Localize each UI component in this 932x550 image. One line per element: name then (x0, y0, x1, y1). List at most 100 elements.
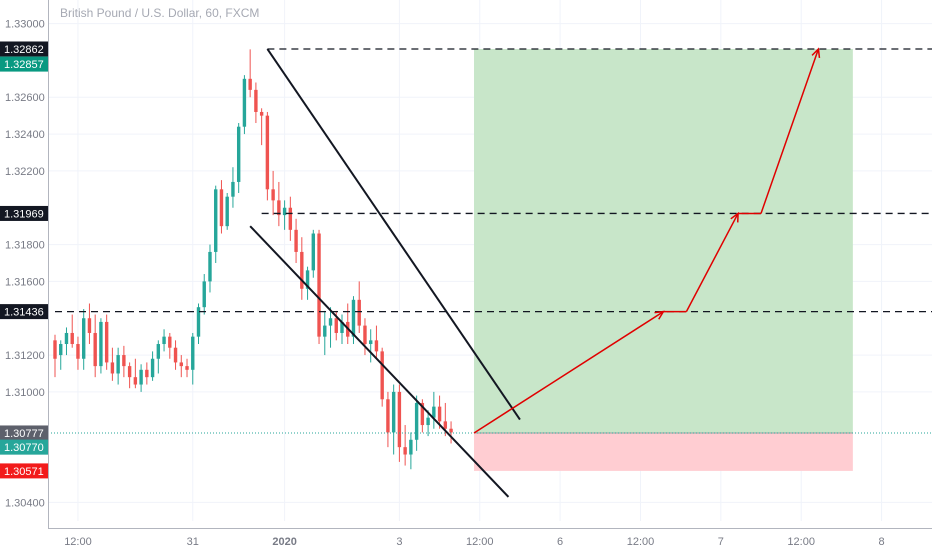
y-tick-label: 1.31800 (5, 240, 45, 252)
candle-body (305, 270, 310, 289)
x-tick-label: 2020 (272, 536, 296, 548)
candle-body (437, 406, 442, 422)
candle-body (82, 318, 86, 359)
candle-body (409, 439, 413, 455)
price-tag-label: 1.32862 (4, 44, 44, 56)
candle-body (168, 336, 172, 348)
candle-body (185, 366, 189, 370)
y-tick-label: 1.31600 (5, 276, 45, 288)
x-tick-label: 7 (718, 536, 724, 548)
channel-line (266, 48, 521, 421)
projection-arrow-segment (685, 213, 739, 312)
candle-body (196, 307, 201, 337)
price-tag-box (0, 439, 48, 455)
candle-body (311, 233, 315, 271)
x-tick-label: 12:00 (466, 536, 494, 548)
risk-reward-zones (474, 48, 853, 471)
x-tick-label: 12:00 (627, 536, 655, 548)
x-tick-label: 12:00 (787, 536, 815, 548)
x-axis[interactable]: 12:00 31 2020 3 12:00 6 12:00 7 12:00 8 (48, 528, 932, 549)
candle-body (236, 126, 241, 182)
candle-body (432, 406, 436, 418)
candle-body (156, 344, 161, 359)
candle-body (150, 358, 155, 378)
candle-body (99, 321, 103, 367)
price-tag-label: 1.31436 (4, 307, 44, 319)
candle-body (403, 447, 407, 455)
candle-body (133, 377, 138, 385)
channel-line (249, 225, 510, 498)
candle-body (87, 318, 92, 333)
candle-body (191, 336, 195, 370)
candle-body (363, 325, 367, 345)
candle-body (208, 251, 212, 282)
candle-body (391, 391, 396, 433)
price-tag-label: 1.30777 (4, 428, 44, 440)
projection-arrow-segment (760, 48, 820, 214)
candle-body (70, 332, 74, 345)
candle-body (449, 428, 453, 433)
drawings (249, 47, 821, 498)
x-tick-label: 12:00 (64, 536, 92, 548)
candle-body (351, 299, 356, 337)
stop-zone (474, 432, 853, 471)
candle-body (334, 318, 338, 333)
price-tag-label: 1.30770 (4, 442, 44, 454)
candle-body (219, 189, 224, 227)
x-tick-label: 3 (396, 536, 402, 548)
candle-body (357, 299, 361, 326)
candle-body (259, 111, 264, 116)
candle-body (179, 362, 183, 367)
x-tick-label: 6 (557, 536, 563, 548)
candle-body (110, 362, 115, 374)
candle-body (225, 196, 229, 227)
projection-arrow-segment (473, 310, 664, 434)
candle-body (202, 281, 206, 308)
candle-body (127, 366, 132, 378)
x-tick-label: 31 (187, 536, 199, 548)
y-tick-label: 1.31200 (5, 350, 45, 362)
price-tags: 1.32862 1.32857 1.31969 1.31436 1.30777 1.307… (0, 41, 48, 479)
projection-arrow-head (811, 47, 821, 59)
candle-body (414, 402, 419, 440)
candle-body (139, 369, 143, 385)
candle-body (59, 344, 63, 356)
candle-body (64, 332, 69, 345)
candle-body (277, 200, 281, 216)
candle-body (104, 321, 109, 363)
y-tick-label: 1.30400 (5, 497, 45, 509)
y-tick-label: 1.33000 (5, 19, 45, 31)
price-tag-box (0, 205, 48, 221)
candle-body (214, 189, 218, 252)
y-axis[interactable]: 1.33000 1.32600 1.32400 1.32200 1.31800 1.316… (5, 0, 49, 528)
y-tick-label: 1.32200 (5, 166, 45, 178)
candle-body (288, 207, 293, 230)
candle-body (369, 340, 373, 345)
candle-body (294, 229, 298, 252)
candle-body (300, 251, 304, 289)
candle-body (248, 78, 252, 90)
candle-body (323, 325, 327, 337)
candle-body (271, 189, 275, 201)
target-zone (474, 48, 853, 433)
x-tick-label: 8 (878, 536, 884, 548)
price-tag-box (0, 425, 48, 441)
price-tag-label: 1.31969 (4, 208, 44, 220)
price-tag-label: 1.30571 (4, 466, 44, 478)
candle-body (173, 347, 178, 363)
candle-body (397, 391, 402, 448)
candle-body (76, 344, 80, 359)
candle-body (328, 318, 333, 326)
price-tag-box (0, 41, 48, 57)
candle-body (145, 369, 149, 378)
candle-body (420, 402, 425, 426)
y-tick-label: 1.31000 (5, 387, 45, 399)
candle-body (162, 336, 166, 345)
horizontal-levels (48, 48, 932, 434)
candle-body (116, 355, 120, 374)
candle-body (254, 89, 258, 112)
candles (53, 49, 453, 470)
candle-body (93, 332, 97, 367)
price-tag-box (0, 56, 48, 72)
